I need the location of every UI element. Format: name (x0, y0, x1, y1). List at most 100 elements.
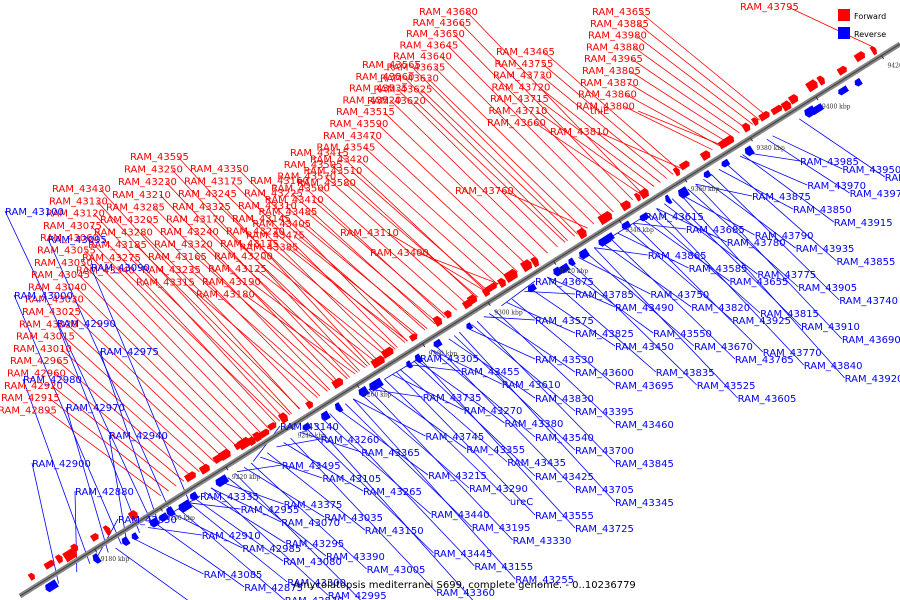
reverse-gene-label[interactable]: RAM_43525 (697, 381, 756, 392)
forward-gene-label[interactable]: RAM_43320 (154, 240, 213, 251)
reverse-gene-label[interactable]: RAM_43820 (691, 303, 750, 314)
forward-gene-label[interactable]: RAM_43130 (49, 196, 108, 207)
reverse-gene-label[interactable]: RAM_43455 (461, 367, 520, 378)
reverse-gene-label[interactable]: RAM_43835 (656, 368, 715, 379)
reverse-gene-label[interactable]: RAM_43790 (755, 231, 814, 242)
forward-gene-label[interactable]: RAM_43730 (493, 71, 552, 82)
forward-gene-label[interactable]: RAM_43285 (106, 202, 165, 213)
reverse-gene-label[interactable]: RAM_43530 (535, 355, 594, 366)
reverse-gene-label[interactable]: RAM_43775 (757, 270, 816, 281)
reverse-gene-label[interactable]: RAM_43725 (575, 524, 634, 535)
reverse-gene-label[interactable]: RAM_42910 (202, 531, 261, 542)
forward-gene-label[interactable]: RAM_43280 (94, 228, 153, 239)
forward-gene-label[interactable]: RAM_43160 (250, 176, 309, 187)
reverse-gene-label[interactable]: RAM_43345 (615, 498, 674, 509)
forward-gene-label[interactable]: RAM_43510 (304, 166, 363, 177)
forward-gene-label[interactable]: RAM_43235 (142, 265, 201, 276)
reverse-gene-label[interactable]: RAM_43670 (694, 342, 753, 353)
reverse-gene-label[interactable]: RAM_43770 (763, 348, 822, 359)
forward-gene-label[interactable]: RAM_43225 (244, 189, 303, 200)
forward-gene-label[interactable]: RAM_43625 (374, 85, 433, 96)
reverse-gene-label[interactable]: RAM_43290 (469, 484, 528, 495)
forward-gene-label[interactable]: RAM_43180 (196, 289, 255, 300)
forward-gene-label[interactable]: RAM_43110 (340, 228, 399, 239)
reverse-gene-label[interactable]: RAM_43100 (5, 207, 64, 218)
forward-gene-label[interactable]: RAM_43185 (88, 240, 147, 251)
forward-gene-label[interactable]: RAM_43580 (297, 178, 356, 189)
reverse-gene-label[interactable]: RAM_43985 (800, 157, 859, 168)
reverse-gene-label[interactable]: ureC (510, 497, 533, 508)
reverse-gene-label[interactable]: RAM_43840 (804, 361, 863, 372)
forward-gene-label[interactable]: RAM_43415 (290, 148, 349, 159)
forward-gene-label[interactable]: RAM_43075 (43, 221, 102, 232)
forward-gene-label[interactable]: thiE (590, 106, 609, 117)
reverse-gene-label[interactable]: RAM_43605 (738, 394, 797, 405)
forward-gene-label[interactable]: RAM_43050 (34, 258, 93, 269)
reverse-gene-label[interactable]: RAM_43815 (760, 309, 819, 320)
reverse-gene-label[interactable]: RAM_43705 (575, 485, 634, 496)
forward-gene-label[interactable]: RAM_43655 (592, 7, 651, 18)
forward-gene-label[interactable]: RAM_43515 (336, 107, 395, 118)
forward-gene-label[interactable]: RAM_43755 (495, 59, 554, 70)
forward-gene-label[interactable]: RAM_43965 (584, 54, 643, 65)
reverse-gene-label[interactable]: RAM_43395 (575, 407, 634, 418)
forward-gene-label[interactable]: RAM_43665 (413, 18, 472, 29)
reverse-gene-label[interactable]: RAM_43000 (14, 291, 73, 302)
forward-gene-label[interactable]: RAM_43010 (13, 344, 72, 355)
reverse-gene-label[interactable]: RAM_43695 (615, 381, 674, 392)
reverse-gene-label[interactable]: RAM_43440 (431, 510, 490, 521)
reverse-gene-label[interactable]: RAM_43915 (834, 218, 893, 229)
reverse-gene-label[interactable]: RAM_43300 (287, 578, 346, 589)
forward-gene-label[interactable]: RAM_43190 (202, 277, 261, 288)
forward-gene-label[interactable]: RAM_43880 (586, 42, 645, 53)
forward-gene-label[interactable]: RAM_43650 (406, 29, 465, 40)
reverse-gene-label[interactable]: RAM_43195 (472, 523, 531, 534)
forward-gene-label[interactable]: RAM_43325 (172, 202, 231, 213)
reverse-gene-label[interactable]: RAM_43675 (535, 277, 594, 288)
forward-gene-label[interactable]: RAM_43810 (550, 127, 609, 138)
forward-gene-label[interactable]: RAM_43720 (492, 82, 551, 93)
forward-gene-label[interactable]: RAM_42960 (7, 369, 66, 380)
reverse-gene-label[interactable]: RAM_43950 (842, 165, 900, 176)
reverse-gene-label[interactable]: RAM_42995 (328, 591, 387, 600)
reverse-gene-label[interactable]: RAM_43495 (282, 461, 341, 472)
reverse-gene-label[interactable]: RAM_42850 (118, 515, 177, 526)
reverse-gene-label[interactable]: RAM_43910 (801, 322, 860, 333)
reverse-gene-label[interactable]: RAM_43655 (730, 277, 789, 288)
forward-gene-label[interactable]: RAM_43800 (576, 101, 635, 112)
forward-gene-label[interactable]: RAM_43250 (124, 165, 183, 176)
reverse-gene-label[interactable]: RAM_42970 (66, 403, 125, 414)
forward-gene-label[interactable]: RAM_43340 (76, 265, 135, 276)
reverse-gene-label[interactable]: RAM_43105 (322, 474, 381, 485)
reverse-gene-label[interactable]: RAM_43460 (615, 420, 674, 431)
reverse-gene-label[interactable]: RAM_43005 (367, 565, 426, 576)
reverse-gene-label[interactable]: RAM_43830 (535, 394, 594, 405)
reverse-gene-label[interactable]: RAM_43095 (48, 235, 107, 246)
reverse-gene-label[interactable]: RAM_43070 (281, 518, 340, 529)
reverse-gene-label[interactable]: RAM_42990 (57, 319, 116, 330)
forward-gene-label[interactable]: RAM_43645 (400, 40, 459, 51)
forward-gene-label[interactable]: RAM_43205 (100, 215, 159, 226)
reverse-gene-label[interactable]: RAM_43970 (807, 181, 866, 192)
reverse-gene-label[interactable]: RAM_43975 (850, 189, 900, 200)
reverse-gene-label[interactable]: RAM_44025 (885, 173, 900, 184)
reverse-gene-label[interactable]: RAM_43080 (283, 557, 342, 568)
forward-gene-label[interactable]: RAM_43760 (455, 186, 514, 197)
reverse-gene-label[interactable]: RAM_43745 (425, 432, 484, 443)
reverse-gene-label[interactable]: RAM_43920 (845, 374, 900, 385)
forward-gene-label[interactable]: RAM_43045 (31, 270, 90, 281)
reverse-gene-label[interactable]: RAM_43270 (464, 406, 523, 417)
forward-gene-label[interactable]: RAM_43870 (580, 78, 639, 89)
forward-gene-label[interactable]: RAM_43040 (28, 282, 87, 293)
forward-gene-label[interactable]: RAM_43055 (37, 246, 96, 257)
forward-gene-label[interactable]: RAM_43470 (323, 131, 382, 142)
reverse-gene-label[interactable]: RAM_43825 (575, 329, 634, 340)
forward-gene-label[interactable]: RAM_43805 (582, 66, 641, 77)
reverse-gene-label[interactable]: RAM_43780 (727, 238, 786, 249)
forward-gene-label[interactable]: RAM_43310 (238, 201, 297, 212)
reverse-gene-label[interactable]: RAM_43150 (365, 526, 424, 537)
reverse-gene-label[interactable]: RAM_43085 (204, 570, 263, 581)
reverse-gene-label[interactable]: RAM_43490 (615, 303, 674, 314)
forward-gene-label[interactable]: RAM_43620 (367, 96, 426, 107)
forward-gene-label[interactable]: RAM_43635 (387, 63, 446, 74)
